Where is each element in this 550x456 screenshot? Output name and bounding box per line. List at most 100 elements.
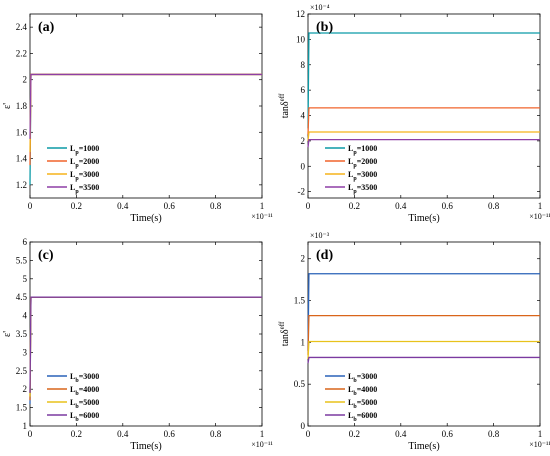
y-axis-label-sup: eff: [278, 321, 286, 329]
x-axis-label: Time(s): [408, 213, 439, 224]
y-tick-label: 1.8: [16, 101, 28, 111]
legend-label-main: L: [348, 157, 353, 166]
y-axis-label-main: ε': [2, 103, 13, 109]
x-tick-label: 0.2: [349, 201, 360, 211]
y-exponent-label: ×10⁻³: [310, 231, 330, 240]
legend-label-sub: p: [353, 176, 357, 182]
y-exponent-label: ×10⁻⁴: [310, 3, 330, 12]
x-tick-label: 0.4: [117, 429, 129, 439]
plot-frame: [29, 241, 263, 427]
y-tick-label: 1.6: [16, 127, 28, 137]
y-tick-label: 2: [301, 254, 306, 264]
x-tick-label: 0.6: [164, 201, 176, 211]
legend-label: Lp=3500: [348, 183, 377, 195]
series-line-1: [29, 73, 262, 185]
x-tick-label: 0: [28, 429, 33, 439]
legend-label: Lb=6000: [70, 411, 99, 423]
legend-label-rest: =5000: [79, 398, 100, 407]
y-axis-label-sup: eff: [278, 93, 286, 101]
series-line-3: [307, 340, 540, 360]
panel-label: (a): [38, 20, 55, 35]
legend-label-main: L: [70, 398, 75, 407]
legend-label-sub: b: [75, 391, 79, 397]
series-line-4: [307, 138, 540, 148]
chart-panel-4: 0 0.2 0.4 0.6 0.8 1 0 0.5 1 1.5 2 Time(s) tanδeff ×10…: [278, 231, 550, 452]
legend-label-rest: =3500: [357, 183, 378, 192]
y-tick-label: 0.5: [294, 379, 306, 389]
x-tick-label: 0.8: [210, 429, 222, 439]
legend-label: Lb=5000: [348, 398, 377, 410]
series-line-2: [29, 296, 262, 401]
legend-label-main: L: [348, 170, 353, 179]
y-tick-label: 1.4: [16, 154, 28, 164]
panel-label: (b): [316, 20, 333, 35]
x-tick-label: 1: [260, 201, 265, 211]
x-tick-label: 0.4: [117, 201, 129, 211]
legend-label-rest: =2000: [357, 157, 378, 166]
y-axis-label: ε': [2, 103, 13, 109]
x-exponent-label: ×10⁻¹¹: [251, 212, 273, 221]
x-axis-label: Time(s): [130, 213, 161, 224]
legend-label-rest: =3000: [357, 170, 378, 179]
x-tick-label: 0.4: [395, 201, 407, 211]
legend-label-main: L: [348, 372, 353, 381]
legend-label-rest: =5000: [357, 398, 378, 407]
x-tick-label: 0.6: [442, 201, 454, 211]
legend-label-main: L: [348, 183, 353, 192]
legend-label: Lp=3000: [348, 170, 377, 182]
legend-label-main: L: [348, 411, 353, 420]
panel-label: (c): [38, 248, 54, 263]
legend-label-rest: =1000: [357, 144, 378, 153]
series-line-3: [29, 296, 262, 397]
legend-label-rest: =3000: [357, 372, 378, 381]
legend-label-main: L: [70, 183, 75, 192]
y-tick-label: 2: [23, 384, 28, 394]
x-tick-label: 0.8: [210, 201, 222, 211]
y-tick-label: 2.2: [16, 48, 27, 58]
y-tick-label: 3: [23, 347, 28, 357]
x-tick-label: 1: [260, 429, 265, 439]
chart-panel-1: 0 0.2 0.4 0.6 0.8 1 1.2 1.4 1.6 1.8 2 2.2 2.4 Time(s)…: [2, 13, 273, 224]
legend-label-rest: =4000: [79, 385, 100, 394]
legend-label-rest: =4000: [357, 385, 378, 394]
y-tick-label: 4.5: [16, 292, 28, 302]
series-line-3: [307, 131, 540, 141]
legend-label-rest: =2000: [79, 157, 100, 166]
y-tick-label: -2: [298, 187, 306, 197]
series-line-3: [29, 73, 262, 153]
y-tick-label: 2.5: [16, 366, 28, 376]
chart-panel-2: 0 0.2 0.4 0.6 0.8 1-2024681012Time(s)tanδeff×…: [278, 3, 550, 224]
series-line-1: [307, 273, 540, 351]
y-tick-label: 3.5: [16, 329, 28, 339]
legend-label-sub: p: [75, 163, 79, 169]
y-tick-label: 0: [301, 421, 306, 431]
legend-label-sub: p: [75, 189, 79, 195]
x-tick-label: 0.2: [71, 201, 82, 211]
y-tick-label: 1.5: [294, 296, 306, 306]
x-tick-label: 0.6: [164, 429, 176, 439]
legend-label-main: L: [70, 170, 75, 179]
y-tick-label: 6: [301, 85, 306, 95]
plot-frame: [307, 241, 541, 427]
plot-frame: [29, 13, 263, 199]
legend-label: Lp=1000: [348, 144, 377, 156]
legend-label-main: L: [348, 385, 353, 394]
legend-label-sub: b: [75, 404, 79, 410]
legend-label-sub: p: [353, 163, 357, 169]
legend-label-main: L: [70, 411, 75, 420]
y-tick-label: 5.5: [16, 255, 28, 265]
series-line-4: [29, 296, 262, 393]
legend-label: Lb=3000: [70, 372, 99, 384]
chart-panel-3: 0 0.2 0.4 0.6 0.8 1 1 1.5 2 2.5 3 3.5 4 4.5 5 5.5 6 Time(…: [2, 237, 273, 452]
series-line-1: [307, 32, 540, 129]
legend-label-sub: p: [75, 176, 79, 182]
y-axis-label-main: tanδ: [280, 329, 291, 346]
legend-label-main: L: [70, 157, 75, 166]
x-tick-label: 0: [28, 201, 33, 211]
x-axis-label: Time(s): [408, 441, 439, 452]
x-tick-label: 0: [306, 201, 311, 211]
x-tick-label: 0.4: [395, 429, 407, 439]
x-tick-label: 0.6: [442, 429, 454, 439]
y-axis-label-main: tanδ: [280, 101, 291, 118]
